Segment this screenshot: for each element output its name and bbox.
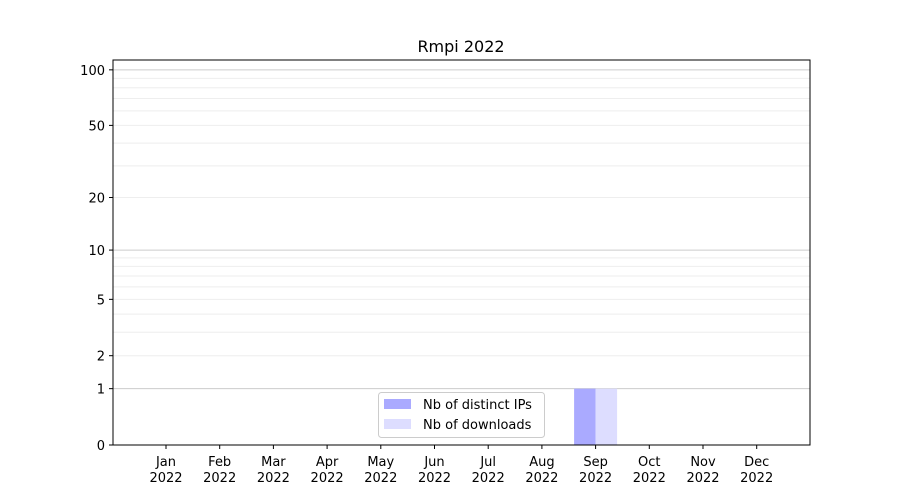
y-tick-label: 50 — [88, 119, 105, 134]
y-tick-label: 1 — [97, 383, 105, 398]
legend-label: Nb of downloads — [423, 418, 532, 433]
x-tick-label: Dec 2022 — [740, 455, 773, 486]
x-tick-label: Oct 2022 — [633, 455, 666, 486]
x-tick-label: Feb 2022 — [203, 455, 236, 486]
plot-frame — [112, 59, 811, 446]
x-tick-label: Jul 2022 — [472, 455, 505, 486]
chart-title: Rmpi 2022 — [417, 37, 504, 56]
legend-label: Nb of distinct IPs — [423, 398, 532, 413]
x-tick-label: Aug 2022 — [525, 455, 558, 486]
bar-downloads — [595, 388, 618, 445]
y-tick-label: 20 — [88, 192, 105, 207]
y-tick-label: 0 — [97, 439, 105, 454]
x-tick-label: Nov 2022 — [686, 455, 719, 486]
x-tick-label: Apr 2022 — [311, 455, 344, 486]
legend-swatch — [384, 419, 411, 429]
y-tick-label: 5 — [97, 293, 105, 308]
legend-swatch — [384, 399, 411, 409]
bar-distinct-ips — [574, 388, 596, 445]
legend: Nb of distinct IPs Nb of downloads — [378, 392, 545, 438]
x-tick-label: Mar 2022 — [257, 455, 290, 486]
y-tick-label: 10 — [88, 244, 105, 259]
x-tick-label: Sep 2022 — [579, 455, 612, 486]
y-tick-label: 2 — [97, 350, 105, 365]
x-tick-label: May 2022 — [364, 455, 397, 486]
legend-box — [378, 392, 545, 438]
y-tick-label: 100 — [80, 64, 105, 79]
x-tick-label: Jun 2022 — [418, 455, 451, 486]
x-tick-label: Jan 2022 — [149, 455, 182, 486]
